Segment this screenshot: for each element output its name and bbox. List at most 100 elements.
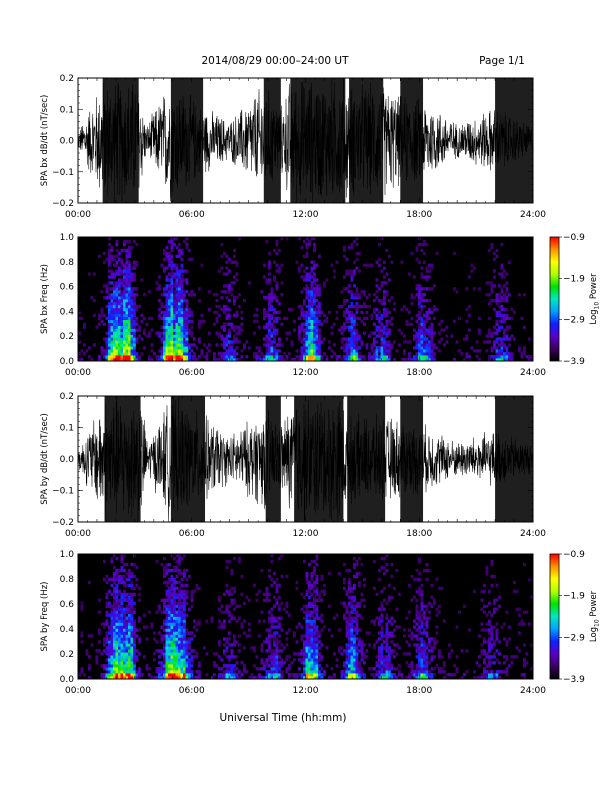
spectrogram-cell — [138, 304, 141, 309]
spectrogram-cell — [133, 554, 136, 558]
spectrogram-cell — [120, 343, 124, 347]
spectrogram-cell — [230, 355, 234, 359]
spectrogram-cell — [270, 290, 274, 294]
spectrogram-cell — [165, 619, 169, 623]
spectrogram-cell — [313, 670, 316, 674]
spectrogram-cell — [128, 316, 131, 321]
spectrogram-cell — [415, 622, 419, 626]
spectrogram-cell — [113, 328, 116, 332]
spectrogram-cell — [188, 673, 191, 677]
spectrogram-cell — [125, 652, 129, 656]
spectrogram-cell — [133, 358, 136, 362]
spectrogram-cell — [160, 667, 164, 671]
spectrogram-cell — [123, 322, 126, 326]
spectrogram-cell — [315, 664, 319, 668]
spectrogram-cell — [108, 269, 111, 273]
spectrogram-cell — [305, 616, 309, 620]
colorbar-label-main: Log — [589, 309, 599, 324]
spectrogram-cell — [425, 352, 429, 356]
spectrogram-cell — [110, 349, 114, 353]
spectrogram-cell — [323, 281, 326, 285]
spectrogram-cell — [128, 577, 131, 582]
spectrogram-cell — [380, 349, 384, 353]
spectrogram-cell — [345, 269, 349, 273]
spectrogram-cell — [118, 352, 121, 356]
spectrogram-cell — [305, 655, 309, 659]
spectrogram-cell — [420, 670, 424, 674]
spectrogram-cell — [170, 574, 174, 579]
spectrogram-cell — [508, 293, 511, 297]
spectrogram-cell — [425, 673, 429, 677]
spectrogram-cell — [170, 269, 174, 273]
spectrogram-cell — [115, 583, 119, 588]
spectrogram-cell — [255, 592, 259, 597]
spectrogram-cell — [308, 595, 311, 599]
spectrogram-cell — [490, 284, 494, 288]
spectrogram-cell — [213, 673, 216, 677]
spectrogram-cell — [280, 670, 284, 674]
spectrogram-cell — [385, 310, 389, 315]
spectrogram-cell — [100, 673, 104, 677]
spectrogram-cell — [313, 664, 316, 668]
spectrogram-cell — [488, 670, 491, 674]
spectrogram-cell — [505, 346, 509, 350]
spectrogram-cell — [115, 293, 119, 297]
spectrogram-cell — [163, 337, 166, 341]
spectrogram-cell — [185, 577, 189, 582]
spectrogram-cell — [320, 322, 324, 326]
spectrogram-cell — [148, 331, 151, 335]
spectrogram-cell — [353, 661, 356, 665]
spectrogram-cell — [173, 263, 176, 267]
spectrogram-cell — [170, 328, 174, 332]
spectrogram-cell — [390, 296, 394, 300]
spectrogram-cell — [305, 349, 309, 353]
spectrogram-cell — [420, 293, 424, 297]
spectrogram-cell — [383, 266, 386, 270]
spectrogram-cell — [183, 322, 186, 326]
spectrogram-cell — [130, 652, 134, 656]
spectrogram-cell — [388, 328, 391, 332]
spectrogram-cell — [115, 625, 119, 629]
spectrogram-cell — [430, 667, 434, 671]
spectrogram-cell — [108, 631, 111, 635]
spectrogram-cell — [415, 643, 419, 647]
spectrogram-cell — [130, 278, 134, 282]
spectrogram-cell — [275, 598, 279, 602]
spectrogram-cell — [483, 673, 486, 677]
spectrogram-cell — [270, 649, 274, 653]
spectrogram-cell — [393, 619, 396, 623]
spectrogram-cell — [185, 670, 189, 674]
spectrogram-cell — [385, 358, 389, 362]
spectrogram-cell — [380, 652, 384, 656]
spectrogram-cell — [115, 637, 119, 641]
spectrogram-cell — [385, 313, 389, 318]
spectrogram-cell — [323, 583, 326, 588]
spectrogram-cell — [228, 673, 231, 677]
spectrogram-cell — [310, 649, 314, 653]
spectrogram-cell — [285, 604, 289, 608]
spectrogram-cell — [273, 655, 276, 659]
spectrogram-cell — [313, 299, 316, 303]
saturated-burst — [294, 396, 344, 522]
spectrogram-cell — [308, 352, 311, 356]
spectrogram-cell — [303, 340, 306, 344]
spectrogram-cell — [315, 637, 319, 641]
spectrogram-cell — [133, 601, 136, 605]
spectrogram-cell — [173, 328, 176, 332]
spectrogram-cell — [275, 619, 279, 623]
spectrogram-cell — [335, 658, 339, 662]
spectrogram-cell — [243, 299, 246, 303]
spectrogram-cell — [268, 574, 271, 579]
spectrogram-cell — [138, 652, 141, 656]
spectrogram-cell — [500, 263, 504, 267]
spectrogram-cell — [273, 334, 276, 338]
spectrogram-cell — [128, 352, 131, 356]
spectrogram-cell — [303, 676, 306, 680]
spectrogram-cell — [443, 343, 446, 347]
spectrogram-cell — [310, 301, 314, 306]
spectrogram-cell — [355, 664, 359, 668]
spectrogram-cell — [320, 667, 324, 671]
spectrogram-cell — [173, 640, 176, 644]
spectrogram-cell — [288, 667, 291, 671]
